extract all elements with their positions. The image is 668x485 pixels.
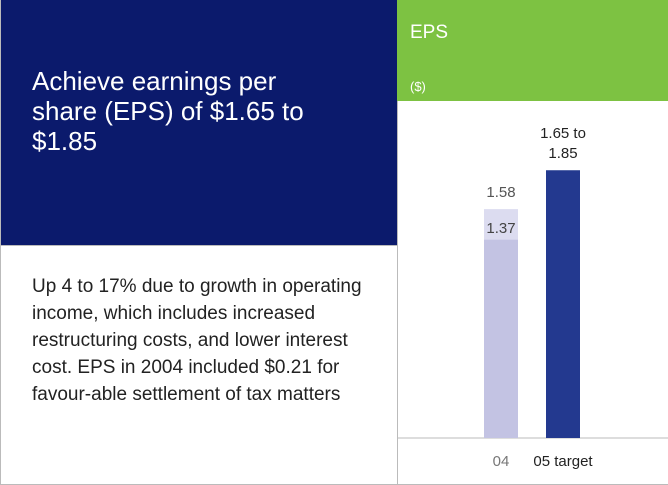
value-label: 1.65 to 1.85	[540, 125, 586, 163]
bar	[546, 170, 580, 438]
chart-svg	[397, 170, 668, 439]
value-label: 1.58	[486, 184, 516, 202]
chart: 1.37 1.58 04 1.65 to 1.85 05 target	[397, 101, 668, 485]
x-tick-label: 04	[492, 453, 510, 470]
border	[0, 0, 1, 485]
headline: Achieve earnings per share (EPS) of $1.6…	[32, 66, 304, 156]
inner-value-label: 1.37	[486, 219, 516, 237]
body-text: Up 4 to 17% due to growth in operating i…	[32, 276, 362, 405]
border	[397, 0, 398, 485]
chart-subtitle: ($)	[410, 79, 426, 94]
bar	[484, 209, 518, 438]
border	[0, 245, 397, 246]
chart-title: EPS	[410, 22, 449, 43]
hero-panel: Achieve earnings per share (EPS) of $1.6…	[0, 0, 397, 245]
bar-upper-band	[484, 209, 518, 240]
chart-header: EPS ($)	[397, 0, 668, 101]
x-tick-label: 05 target	[533, 453, 593, 470]
